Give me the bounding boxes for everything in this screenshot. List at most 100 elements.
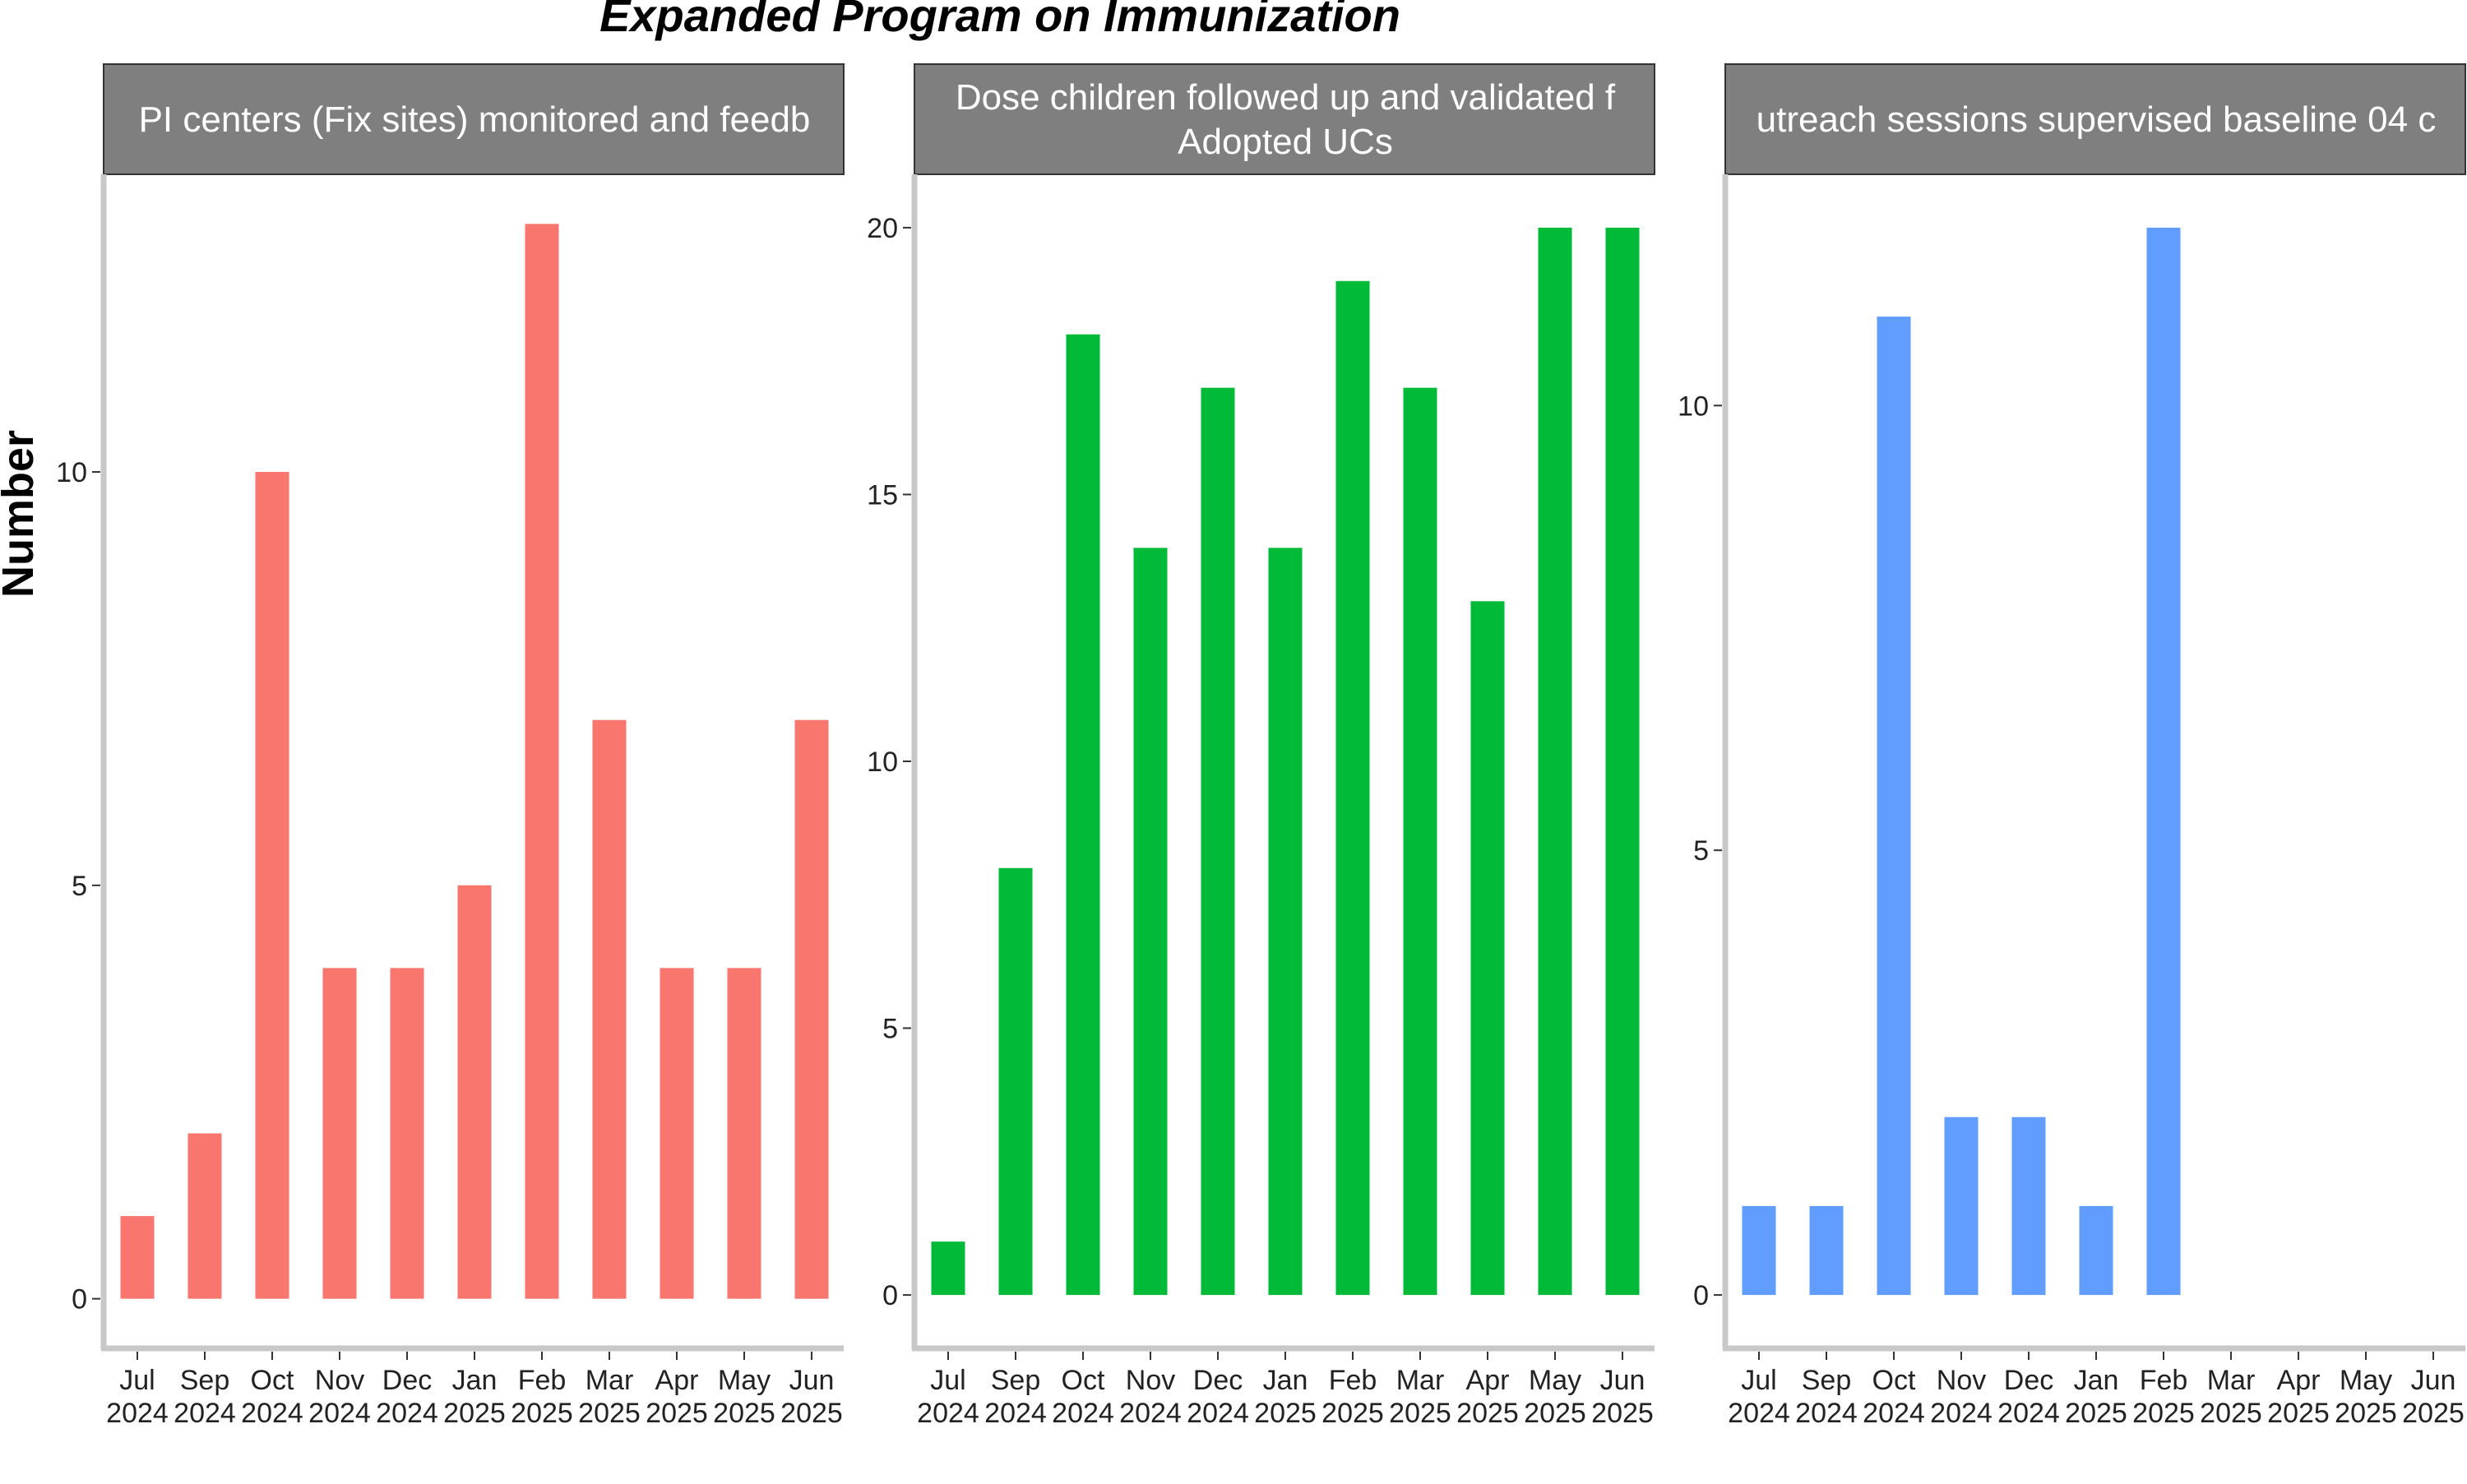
x-tick-label: Feb [2140, 1365, 2188, 1396]
x-tick-label: May [2340, 1365, 2392, 1396]
y-tick-label: 0 [72, 1284, 87, 1315]
x-tick-label: 2024 [174, 1398, 236, 1429]
y-tick-label: 5 [1693, 835, 1709, 867]
bar [592, 719, 627, 1299]
x-tick-label: 2025 [2267, 1398, 2330, 1429]
facet-panel-2: Dose children followed up and validated … [867, 63, 1655, 1429]
x-tick-label: 2024 [917, 1398, 979, 1429]
x-tick-label: Jun [2411, 1365, 2456, 1396]
bar [1742, 1205, 1776, 1296]
y-tick-label: 10 [1678, 391, 1709, 422]
x-tick-label: Oct [1062, 1365, 1105, 1396]
y-tick-label: 15 [867, 479, 898, 511]
x-tick-label: Dec [2004, 1365, 2053, 1396]
x-tick-label: 2024 [1863, 1398, 1925, 1429]
bar [1403, 387, 1437, 1296]
x-tick-label: Apr [2277, 1365, 2321, 1396]
x-tick-label: Mar [1396, 1365, 1445, 1396]
y-tick-label: 5 [72, 871, 87, 902]
x-tick-label: Sep [991, 1365, 1041, 1396]
bar [2146, 227, 2181, 1296]
facet-strip [914, 63, 1655, 175]
x-tick-label: Nov [1126, 1365, 1175, 1396]
x-tick-label: Jul [1741, 1365, 1776, 1396]
x-tick-label: 2025 [1389, 1398, 1451, 1429]
y-axis-title: Number [0, 430, 43, 598]
x-tick-label: Jul [930, 1365, 965, 1396]
x-tick-label: 2024 [241, 1398, 303, 1429]
x-tick-label: 2024 [984, 1398, 1047, 1429]
x-tick-label: Mar [586, 1365, 634, 1396]
x-tick-label: 2025 [443, 1398, 506, 1429]
x-tick-label: 2025 [2200, 1398, 2262, 1429]
x-tick-label: Sep [180, 1365, 230, 1396]
x-tick-label: Oct [1872, 1365, 1916, 1396]
bar [2079, 1205, 2113, 1296]
y-tick-label: 0 [882, 1280, 898, 1311]
x-tick-label: Nov [1937, 1365, 1986, 1396]
bar [1066, 334, 1100, 1296]
bar [1335, 280, 1370, 1296]
x-tick-label: 2025 [578, 1398, 641, 1429]
x-tick-label: Apr [1466, 1365, 1510, 1396]
x-tick-label: 2024 [1795, 1398, 1858, 1429]
y-tick-label: 10 [867, 747, 898, 778]
x-tick-label: 2025 [1456, 1398, 1519, 1429]
x-tick-label: Jul [119, 1365, 155, 1396]
x-tick-label: Dec [1193, 1365, 1243, 1396]
bar [322, 968, 357, 1299]
bar [1133, 548, 1168, 1296]
facet-strip-label: utreach sessions supervised baseline 04 … [1757, 99, 2437, 140]
facet-strip-label: PI centers (Fix sites) monitored and fee… [139, 99, 811, 140]
bar [1809, 1205, 1844, 1296]
x-tick-label: 2025 [1524, 1398, 1586, 1429]
bar [120, 1216, 155, 1299]
x-tick-label: Jan [2074, 1365, 2119, 1396]
x-tick-label: 2025 [2065, 1398, 2127, 1429]
bar [457, 885, 492, 1299]
x-tick-label: Oct [251, 1365, 294, 1396]
x-tick-label: 2025 [511, 1398, 573, 1429]
y-tick-label: 5 [882, 1014, 898, 1045]
bar [931, 1241, 965, 1296]
bar [255, 472, 289, 1299]
bar [1605, 227, 1640, 1296]
x-tick-label: 2024 [106, 1398, 169, 1429]
bar [1268, 548, 1303, 1296]
x-tick-label: 2025 [2402, 1398, 2465, 1429]
x-tick-label: May [1529, 1365, 1581, 1396]
facet-panel-1: PI centers (Fix sites) monitored and fee… [56, 63, 845, 1429]
x-tick-label: 2024 [1997, 1398, 2060, 1429]
facet-panels: PI centers (Fix sites) monitored and fee… [56, 63, 2466, 1429]
bar [1538, 227, 1572, 1296]
x-tick-label: 2024 [1728, 1398, 1790, 1429]
x-tick-label: Dec [382, 1365, 432, 1396]
chart-title: Expanded Program on Immunization [599, 0, 1400, 41]
bar [660, 968, 694, 1299]
bar [2011, 1116, 2046, 1296]
bar [998, 867, 1033, 1296]
x-tick-label: 2024 [308, 1398, 371, 1429]
x-tick-label: 2025 [2335, 1398, 2397, 1429]
bar [794, 719, 829, 1299]
x-tick-label: 2024 [376, 1398, 438, 1429]
bar [525, 224, 559, 1299]
x-tick-label: Jan [452, 1365, 498, 1396]
x-tick-label: 2024 [1930, 1398, 1993, 1429]
y-tick-label: 0 [1693, 1280, 1709, 1311]
x-tick-label: Mar [2207, 1365, 2256, 1396]
x-tick-label: 2025 [2132, 1398, 2195, 1429]
bar [390, 968, 424, 1299]
x-tick-label: May [718, 1365, 771, 1396]
x-tick-label: Feb [518, 1365, 567, 1396]
y-tick-label: 10 [56, 457, 87, 488]
x-tick-label: 2025 [646, 1398, 708, 1429]
x-tick-label: Jan [1263, 1365, 1308, 1396]
x-tick-label: Jun [1600, 1365, 1645, 1396]
x-tick-label: Feb [1329, 1365, 1377, 1396]
x-tick-label: 2024 [1187, 1398, 1249, 1429]
x-tick-label: Nov [315, 1365, 364, 1396]
x-tick-label: 2024 [1052, 1398, 1114, 1429]
